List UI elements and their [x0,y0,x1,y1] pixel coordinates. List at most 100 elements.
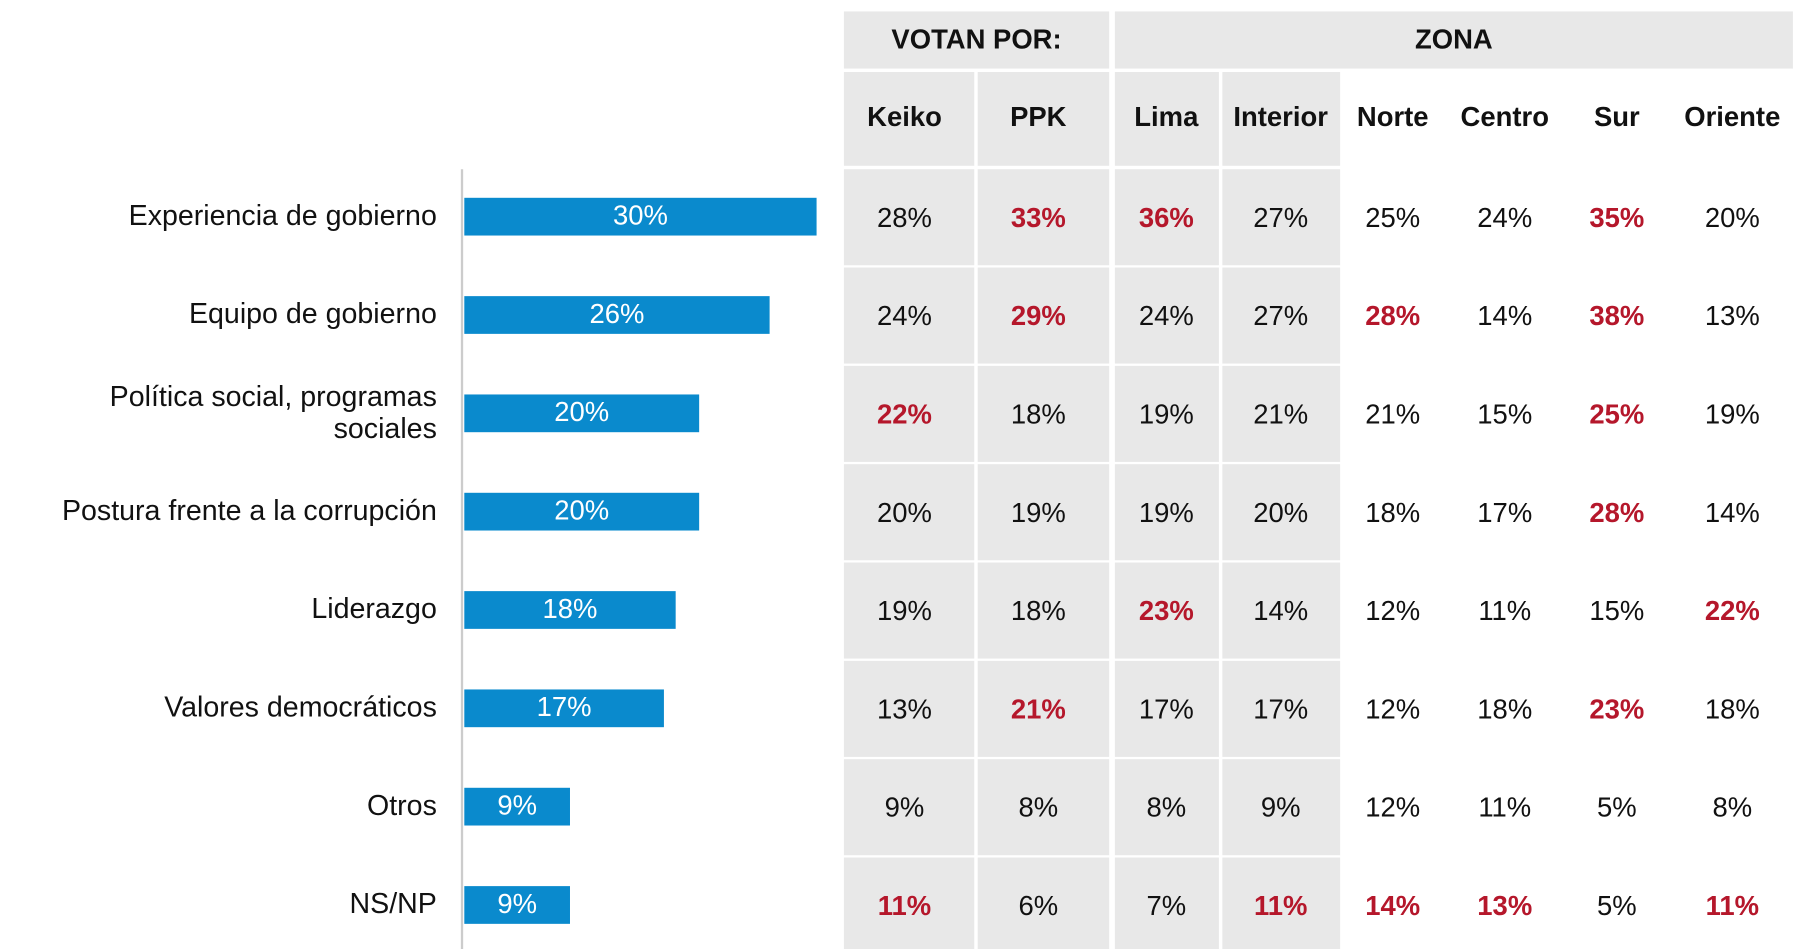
table-cell: 18% [1365,497,1420,528]
cell-bg [977,759,1110,856]
cell-bg [977,365,1110,462]
column-header: Centro [1461,101,1549,132]
bar-value-label: 18% [543,593,598,624]
table-cell: 8% [1147,792,1187,823]
bar-value-label: 9% [497,789,537,820]
table-cell: 18% [1011,595,1066,626]
table-cell: 19% [1139,497,1194,528]
table-cell: 8% [1712,792,1752,823]
table-cell: 21% [1253,398,1308,429]
bar [464,787,570,826]
cell-bg [1222,660,1341,757]
table-cell: 15% [1589,595,1644,626]
cell-bg [1114,267,1219,364]
table-cell: 14% [1477,300,1532,331]
table-cell: 18% [1011,398,1066,429]
table-cell: 23% [1589,693,1644,724]
cell-bg [843,267,975,364]
column-header: Sur [1594,101,1640,132]
table-cell: 33% [1011,202,1066,233]
column-header-bg [843,72,975,166]
bar [464,296,770,334]
category-label: Valores democráticos [164,691,437,723]
bar-value-label: 20% [554,396,609,427]
cell-bg [1114,759,1219,856]
table-cell: 35% [1589,202,1644,233]
table-cell: 24% [1139,300,1194,331]
table-cell: 22% [1705,595,1760,626]
cell-bg [1222,857,1341,949]
cell-bg [1114,464,1219,561]
table-cell: 14% [1705,497,1760,528]
cell-bg [977,857,1110,949]
table-cell: 12% [1365,693,1420,724]
table-cell: 18% [1477,693,1532,724]
bar [464,689,664,728]
bar [464,394,700,433]
table-cell: 7% [1147,890,1187,921]
cell-bg [977,267,1110,364]
table-cell: 25% [1365,202,1420,233]
bar [464,197,817,236]
table-cell: 28% [1589,497,1644,528]
bar-value-label: 17% [537,691,592,722]
category-label: Liderazgo [311,593,437,625]
table-cell: 15% [1477,398,1532,429]
group-header-bg [843,11,1110,69]
column-header-bg [1222,72,1341,166]
group-header: VOTAN POR: [891,23,1061,54]
cell-bg [1114,365,1219,462]
cell-bg [977,562,1110,659]
cell-bg [1114,660,1219,757]
table-cell: 22% [877,398,932,429]
category-label: Postura frente a la corrupción [62,495,437,527]
column-header: Lima [1134,101,1199,132]
table-cell: 21% [1011,693,1066,724]
table-cell: 12% [1365,792,1420,823]
cell-bg [1222,464,1341,561]
group-header-bg [1114,11,1793,69]
cell-bg [843,464,975,561]
bar-value-label: 9% [497,888,537,919]
table-cell: 19% [1139,398,1194,429]
column-header: Keiko [867,101,942,132]
table-cell: 20% [877,497,932,528]
table-cell: 13% [877,693,932,724]
category-label: Otros [367,790,437,822]
cell-bg [843,660,975,757]
cell-bg [843,562,975,659]
bar [464,886,570,924]
table-cell: 27% [1253,202,1308,233]
table-cell: 12% [1365,595,1420,626]
table-cell: 27% [1253,300,1308,331]
category-label: Política social, programas sociales [110,380,437,444]
table-cell: 11% [1254,890,1307,921]
category-label: NS/NP [350,888,437,920]
bar [464,591,676,629]
cell-bg [977,169,1110,266]
table-cell: 5% [1597,792,1637,823]
table-cell: 18% [1705,693,1760,724]
table-cell: 23% [1139,595,1194,626]
table-cell: 24% [877,300,932,331]
table-cell: 11% [1478,792,1531,823]
table-cell: 11% [878,890,931,921]
bar-value-label: 26% [589,298,644,329]
table-cell: 25% [1589,398,1644,429]
column-header: Oriente [1684,101,1780,132]
cell-bg [1222,365,1341,462]
table-cell: 36% [1139,202,1194,233]
table-cell: 13% [1477,890,1532,921]
table-cell: 19% [1011,497,1066,528]
table-cell: 17% [1139,693,1194,724]
table-cell: 19% [877,595,932,626]
table-cell: 19% [1705,398,1760,429]
column-header-bg [1114,72,1219,166]
table-cell: 28% [877,202,932,233]
category-label: Equipo de gobierno [189,298,437,330]
column-header: Norte [1357,101,1429,132]
table-cell: 9% [1261,792,1301,823]
cell-bg [1222,267,1341,364]
table-cell: 14% [1365,890,1420,921]
